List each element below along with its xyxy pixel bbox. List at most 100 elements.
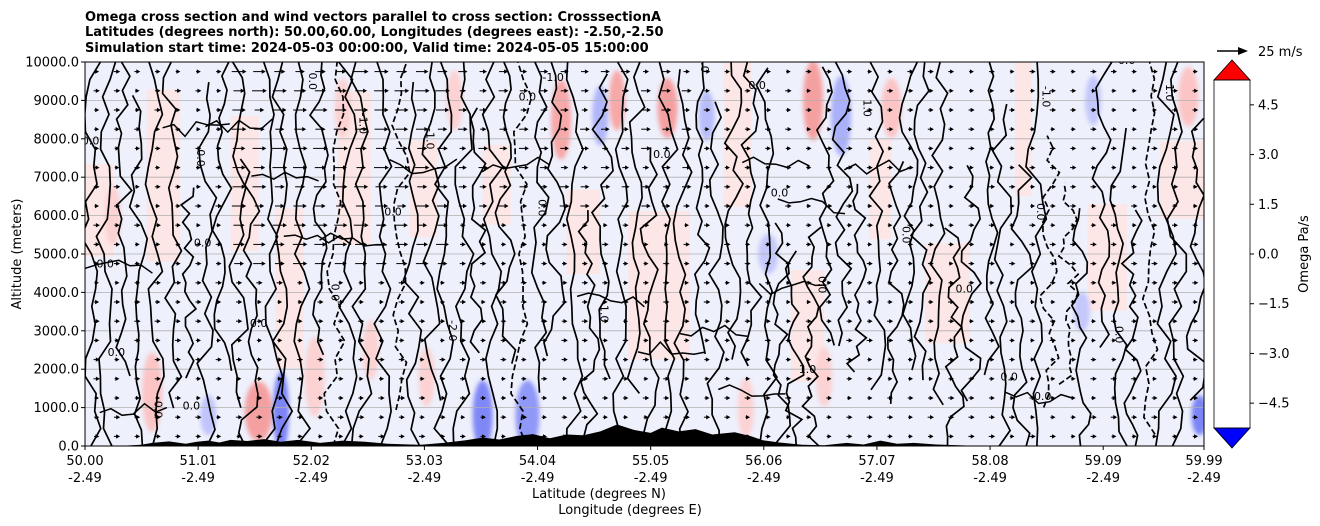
wind-vector-head [786, 242, 791, 247]
wind-vector-head [848, 223, 853, 228]
contour-label: 0.0 [151, 401, 164, 419]
wind-vector-head [564, 127, 569, 132]
wind-vector-head [544, 69, 549, 74]
wind-vector-head [807, 395, 812, 401]
wind-vector-head [445, 88, 450, 93]
wind-vector-head [685, 261, 690, 266]
wind-vector-head [990, 357, 995, 362]
contour-label: 0.0 [1034, 390, 1052, 403]
wind-vector-head [1051, 203, 1056, 209]
wind-vector-head [1091, 338, 1096, 343]
wind-vector-head [950, 357, 955, 362]
wind-vector-head [605, 88, 609, 93]
wind-vector-head [725, 280, 730, 285]
wind-vector-head [726, 146, 730, 151]
wind-vector-head [950, 69, 955, 74]
x-tick-label-longitude: -2.49 [181, 471, 215, 486]
wind-vector-head [364, 223, 369, 228]
wind-vector-head [827, 261, 832, 266]
wind-vector-head [319, 357, 324, 362]
contour-label: 0.0 [1113, 326, 1126, 344]
wind-vector-head [687, 165, 691, 170]
contour-line [1025, 62, 1048, 446]
wind-vector-head [563, 395, 568, 401]
wind-vector-head [403, 69, 408, 74]
wind-vector-head [217, 376, 222, 381]
contour-label: 0.0 [1000, 371, 1018, 384]
wind-vector-head [1152, 107, 1157, 113]
wind-vector-head [645, 165, 650, 170]
wind-vector-head [1194, 261, 1199, 266]
wind-vector-head [400, 415, 405, 420]
wind-vector-head [1112, 434, 1117, 439]
omega-shade-band [1160, 141, 1204, 219]
wind-vector-head [156, 415, 161, 420]
wind-vector-head [1173, 319, 1178, 324]
wind-vector-head [666, 69, 671, 74]
wind-vector-head [746, 165, 751, 170]
omega-shade-blob [831, 75, 852, 156]
wind-vector-head [1133, 415, 1138, 420]
wind-vector-head [303, 107, 307, 113]
wind-vector-head [1030, 338, 1035, 343]
wind-vector-head [990, 395, 995, 401]
wind-vector-head [889, 395, 893, 401]
wind-vector-head [583, 242, 588, 247]
wind-vector-head [827, 338, 832, 343]
wind-vector-head [197, 261, 202, 266]
wind-vector-head [482, 434, 486, 439]
wind-vector-head [95, 299, 100, 305]
wind-vector-head [847, 395, 852, 401]
wind-vector-head [603, 223, 608, 228]
wind-vector-head [403, 223, 408, 228]
x-tick-label-latitude: 51.01 [180, 454, 217, 469]
wind-vector-head [1051, 280, 1056, 285]
wind-vector-head [848, 338, 853, 343]
wind-vector-head [462, 261, 466, 266]
wind-vector-head [404, 127, 409, 132]
wind-vector-head [969, 69, 974, 74]
wind-vector-head [384, 107, 389, 113]
wind-vector-head [238, 280, 243, 285]
wind-vector-head [319, 415, 324, 420]
wind-vector-head [382, 223, 387, 228]
wind-vector-head [1194, 88, 1199, 93]
wind-vector-head [726, 107, 731, 113]
wind-vector-head [278, 299, 283, 305]
wind-vector-head [766, 165, 771, 170]
wind-vector-head [726, 338, 731, 343]
wind-vector-head [1031, 395, 1036, 401]
wind-vector-head [786, 376, 791, 381]
wind-vector-head [1092, 261, 1097, 266]
wind-vector-head [969, 165, 974, 170]
wind-vector-head [868, 203, 873, 209]
chart-title-line-1: Omega cross section and wind vectors par… [85, 10, 661, 25]
wind-vector-head [176, 357, 181, 362]
wind-vector-head [421, 338, 426, 343]
wind-vector-head [298, 319, 303, 324]
wind-vector-head [343, 242, 348, 247]
contour-line [672, 69, 693, 446]
wind-vector-head [949, 242, 954, 247]
wind-vector-head [930, 415, 934, 420]
wind-vector-head [424, 261, 429, 266]
wind-vector-head [262, 184, 267, 189]
wind-vector-head [462, 357, 466, 362]
wind-vector-head [767, 376, 772, 381]
wind-vector-head [341, 203, 346, 209]
contour-line [319, 232, 387, 247]
wind-vector-head [604, 357, 609, 362]
wind-vector-head [605, 127, 610, 132]
wind-vector-head [828, 146, 833, 151]
wind-vector-head [746, 88, 751, 93]
wind-vector-head [543, 184, 548, 189]
wind-vector-head [687, 88, 692, 93]
wind-vector-head [746, 376, 751, 381]
wind-vector-head [746, 338, 751, 343]
contour-line [95, 62, 117, 446]
wind-vector-head [1132, 299, 1137, 305]
wind-vector-head [625, 165, 629, 170]
wind-vector-head [420, 280, 425, 285]
x-tick-label-longitude: -2.49 [68, 471, 102, 486]
contour-line [494, 62, 517, 364]
